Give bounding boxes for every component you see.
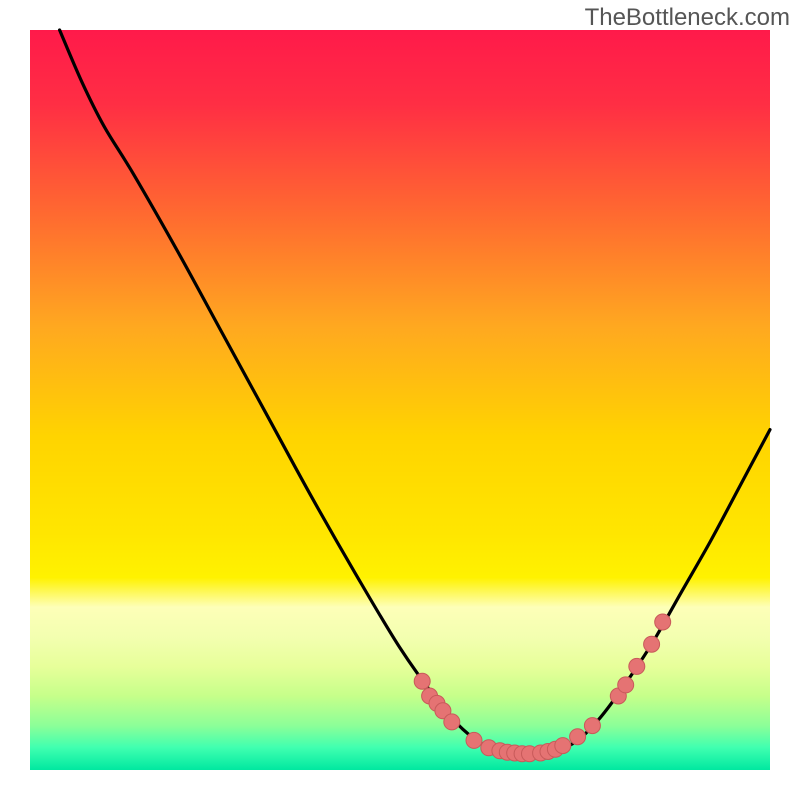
curve-marker xyxy=(466,732,482,748)
curve-marker xyxy=(414,673,430,689)
curve-marker xyxy=(618,677,634,693)
curve-marker xyxy=(629,658,645,674)
curve-marker xyxy=(655,614,671,630)
curve-marker xyxy=(570,729,586,745)
bottleneck-chart xyxy=(0,0,800,800)
curve-marker xyxy=(644,636,660,652)
plot-background xyxy=(30,30,770,770)
chart-stage: TheBottleneck.com xyxy=(0,0,800,800)
curve-marker xyxy=(444,714,460,730)
watermark-text: TheBottleneck.com xyxy=(585,4,790,32)
curve-marker xyxy=(584,718,600,734)
curve-marker xyxy=(555,738,571,754)
